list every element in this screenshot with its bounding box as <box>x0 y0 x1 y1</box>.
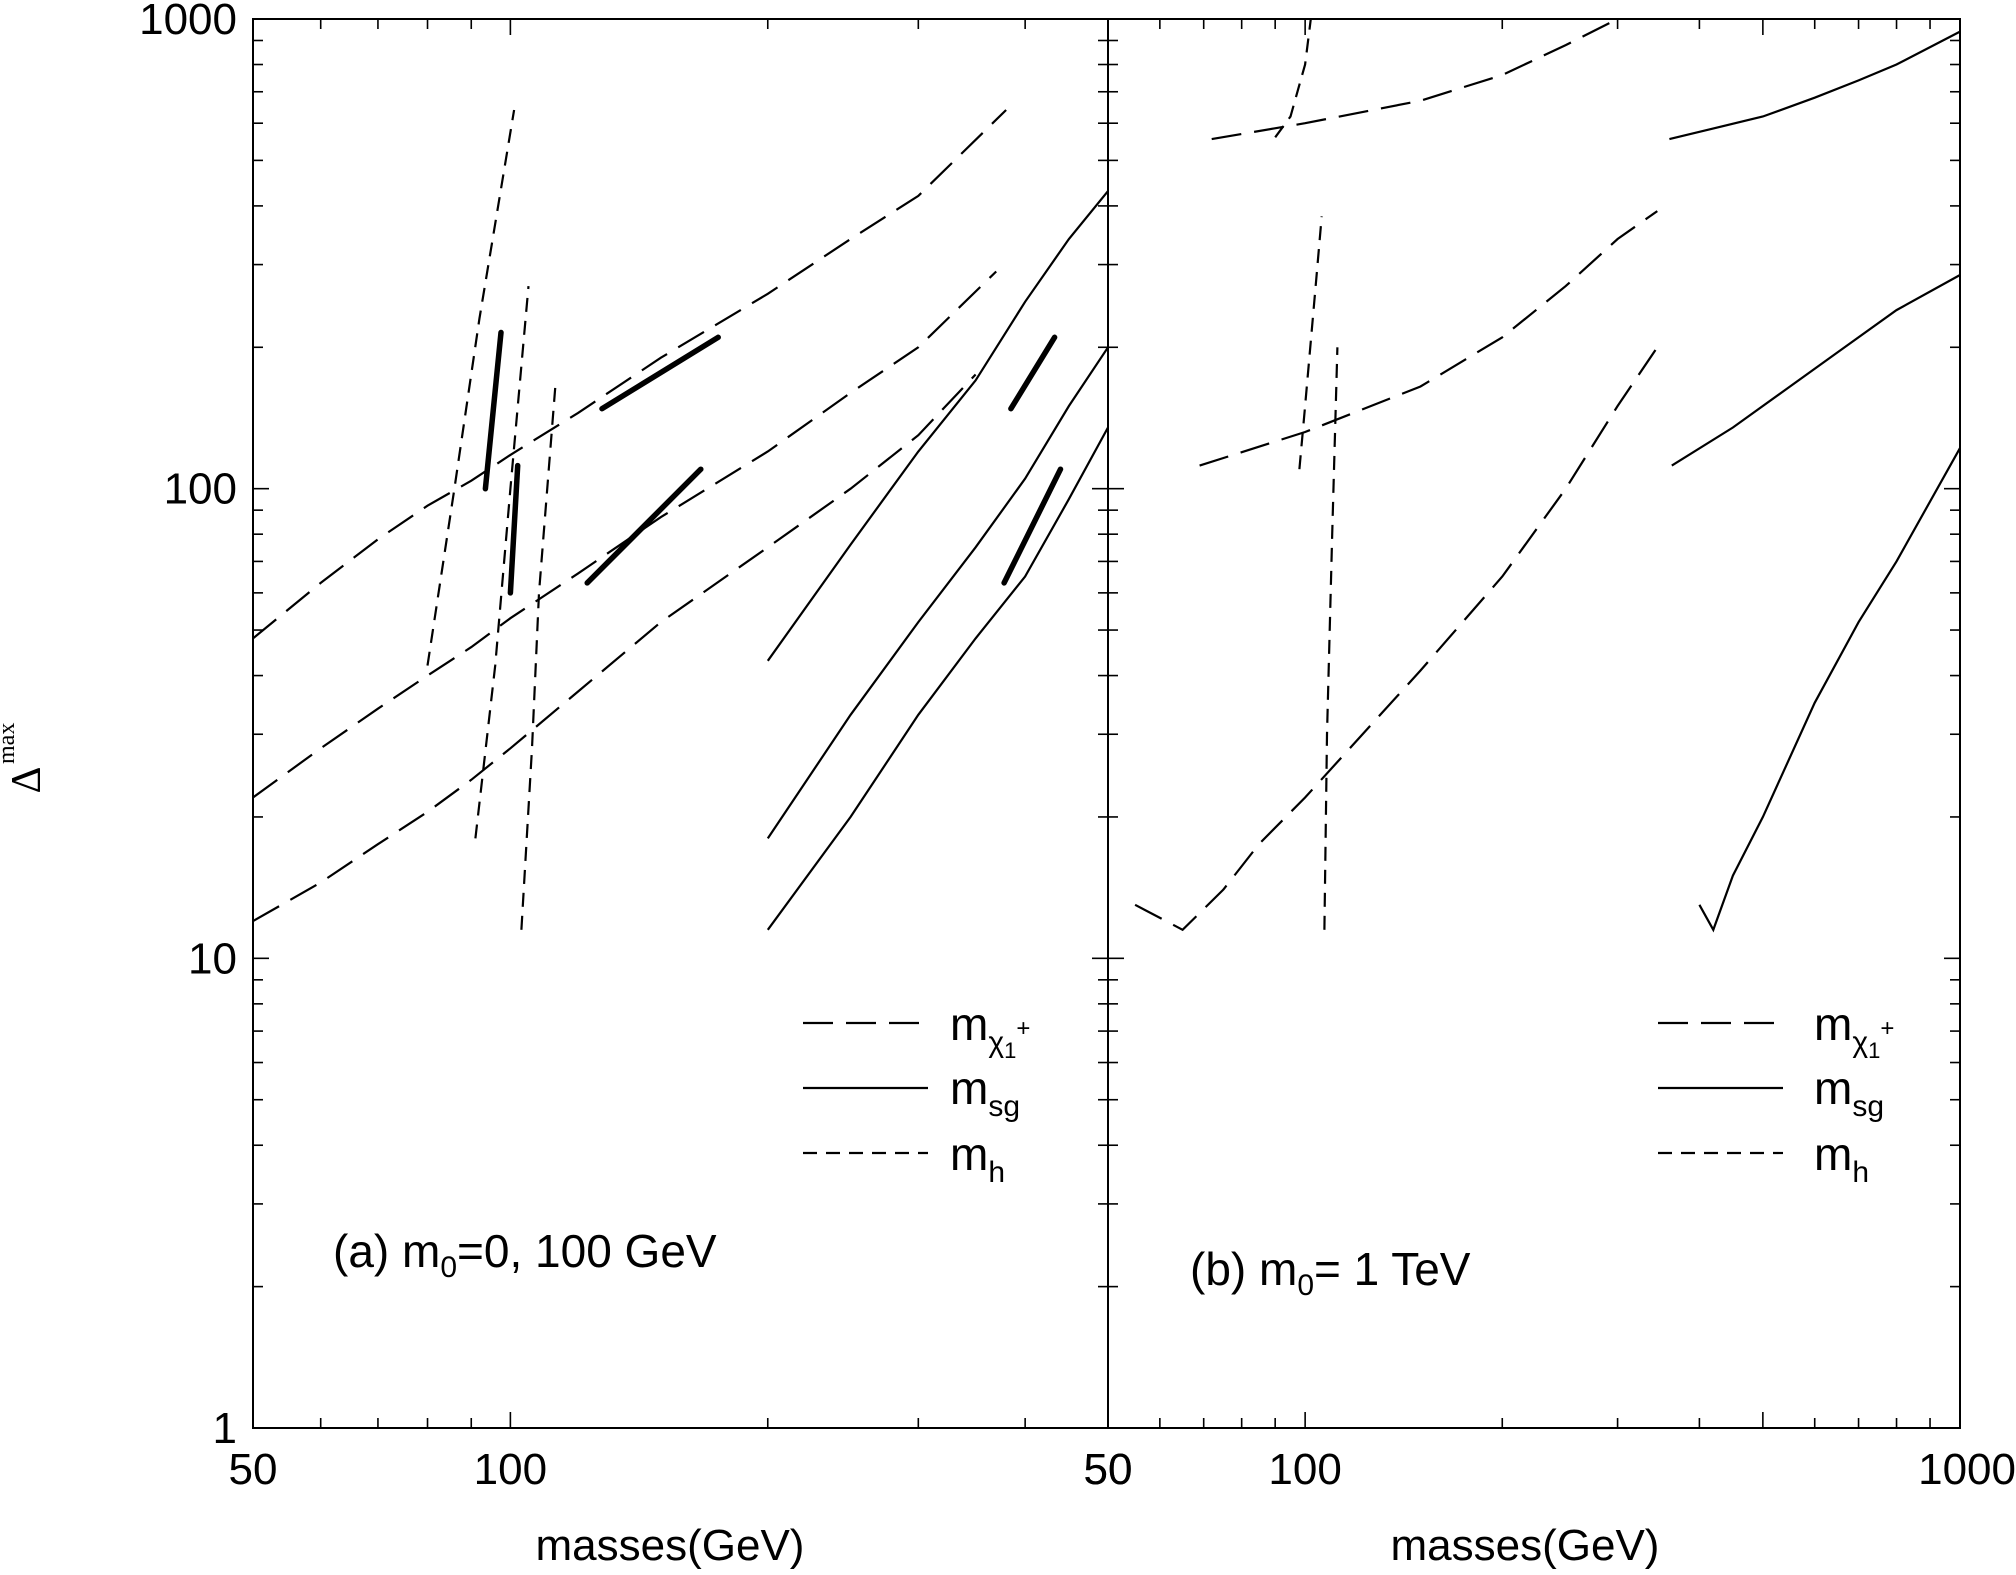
legend-label-chargino-index: 1 <box>1868 1038 1880 1063</box>
legend-label-sg-m: m <box>950 1062 988 1114</box>
panel-a-chargino-curve-3 <box>252 373 977 923</box>
panel-a-highlight-segment-5 <box>1008 334 1058 412</box>
legend-label-higgs: mh <box>950 1128 1005 1189</box>
panel-b-chargino-curve-1 <box>1211 18 1619 141</box>
legend-label-sg-sub: sg <box>988 1090 1020 1123</box>
panel-a-highlight-segment-2 <box>507 462 521 596</box>
panel-b-x-axis-label: masses(GeV) <box>1391 1521 1660 1570</box>
panel-a-highlight-segment-3 <box>599 334 721 412</box>
y-axis-label: Δ max <box>0 723 50 794</box>
panel-b-x-tick-label: 1000 <box>1918 1445 2016 1494</box>
legend-label-chargino: mχ1+ <box>950 998 1030 1063</box>
panel-a-highlights <box>482 329 1064 596</box>
legend-label-higgs: mh <box>1814 1128 1869 1189</box>
legend-label-h-m: m <box>950 1128 988 1180</box>
panel-a-highlight-segment-1 <box>482 329 504 492</box>
panel-b-higgs-curve-7 <box>1274 18 1312 138</box>
panel-a-annotation-prefix: (a) m <box>333 1225 440 1277</box>
panel-a-higgs-curve-8 <box>474 286 530 839</box>
legend-label-chargino-chi: χ <box>1852 1026 1868 1059</box>
panel-b-x-tick-label: 50 <box>1084 1445 1133 1494</box>
y-tick-label: 10 <box>188 934 237 983</box>
legend-label-h-sub: h <box>1852 1156 1869 1189</box>
legend-label-sg-m: m <box>1814 1062 1852 1114</box>
panel-a-curves <box>252 109 1109 931</box>
legend-label-chargino-m: m <box>1814 998 1852 1050</box>
legend-label-squark-gluino: msg <box>950 1062 1020 1123</box>
panel-a-x-tick-label: 50 <box>229 1445 278 1494</box>
panel-a-highlight-segment-4 <box>584 466 704 586</box>
panel-b-annotation-sub: 0 <box>1297 1269 1314 1302</box>
panel-b-squark-gluino-curve-6 <box>1698 447 1961 933</box>
panel-b-frame <box>1107 18 1961 1429</box>
panel-b-squark-gluino-curve-5 <box>1671 274 1961 467</box>
panel-a-annotation-sub: 0 <box>440 1251 457 1284</box>
panel-a-frame <box>252 18 1109 1429</box>
y-tick-label: 100 <box>164 465 237 514</box>
legend-label-h-m: m <box>1814 1128 1852 1180</box>
y-axis-label-sup: max <box>0 723 20 764</box>
panel-a-annotation: (a) m0=0, 100 GeV <box>333 1225 717 1284</box>
legend-label-chargino-index: 1 <box>1004 1038 1016 1063</box>
panel-a-x-tick-label: 50 <box>1084 1445 1133 1494</box>
panel-a-higgs-curve-7 <box>426 109 516 666</box>
panel-a-annotation-suffix: =0, 100 GeV <box>457 1225 717 1277</box>
legend-label-chargino: mχ1+ <box>1814 998 1894 1063</box>
legend-label-h-sub: h <box>988 1156 1005 1189</box>
panel-a-legend: mχ1+ msg mh <box>803 998 1030 1189</box>
legend-label-squark-gluino: msg <box>1814 1062 1884 1123</box>
axis-ticks <box>252 18 1961 1429</box>
y-tick-label: 1000 <box>139 0 237 44</box>
panel-a-squark-gluino-curve-6 <box>766 426 1109 931</box>
legend-label-chargino-m: m <box>950 998 988 1050</box>
panel-b-annotation-suffix: = 1 TeV <box>1314 1243 1471 1295</box>
panel-a-chargino-curve-2 <box>252 270 997 799</box>
panel-a-higgs-curve-9 <box>520 380 557 930</box>
panel-b-annotation: (b) m0= 1 TeV <box>1190 1243 1471 1302</box>
panel-b-legend: mχ1+ msg mh <box>1658 998 1894 1189</box>
panel-a-squark-gluino-curve-5 <box>766 346 1109 840</box>
y-axis-label-delta: Δ <box>4 766 50 793</box>
panel-b-curves <box>1134 18 1961 933</box>
panel-a-x-tick-label: 100 <box>474 1445 547 1494</box>
legend-label-sg-sub: sg <box>1852 1090 1884 1123</box>
panel-b-x-tick-label: 100 <box>1268 1445 1341 1494</box>
panel-a-x-axis-label: masses(GeV) <box>536 1521 805 1570</box>
legend-label-chargino-plus: + <box>1016 1015 1030 1042</box>
panel-a-chargino-curve-1 <box>252 109 1007 640</box>
panel-b-higgs-curve-9 <box>1323 347 1339 930</box>
panel-a-highlight-segment-6 <box>1001 466 1064 586</box>
panel-b-chargino-curve-2 <box>1199 210 1658 467</box>
legend-label-chargino-chi: χ <box>988 1026 1004 1059</box>
panel-a-squark-gluino-curve-4 <box>766 190 1109 662</box>
panel-b-higgs-curve-8 <box>1298 216 1323 470</box>
panel-b-chargino-curve-3 <box>1134 346 1659 932</box>
panel-b-squark-gluino-curve-4 <box>1669 30 1961 141</box>
legend-label-chargino-plus: + <box>1880 1015 1894 1042</box>
y-tick-label: 1 <box>213 1404 237 1453</box>
panel-b-annotation-prefix: (b) m <box>1190 1243 1297 1295</box>
